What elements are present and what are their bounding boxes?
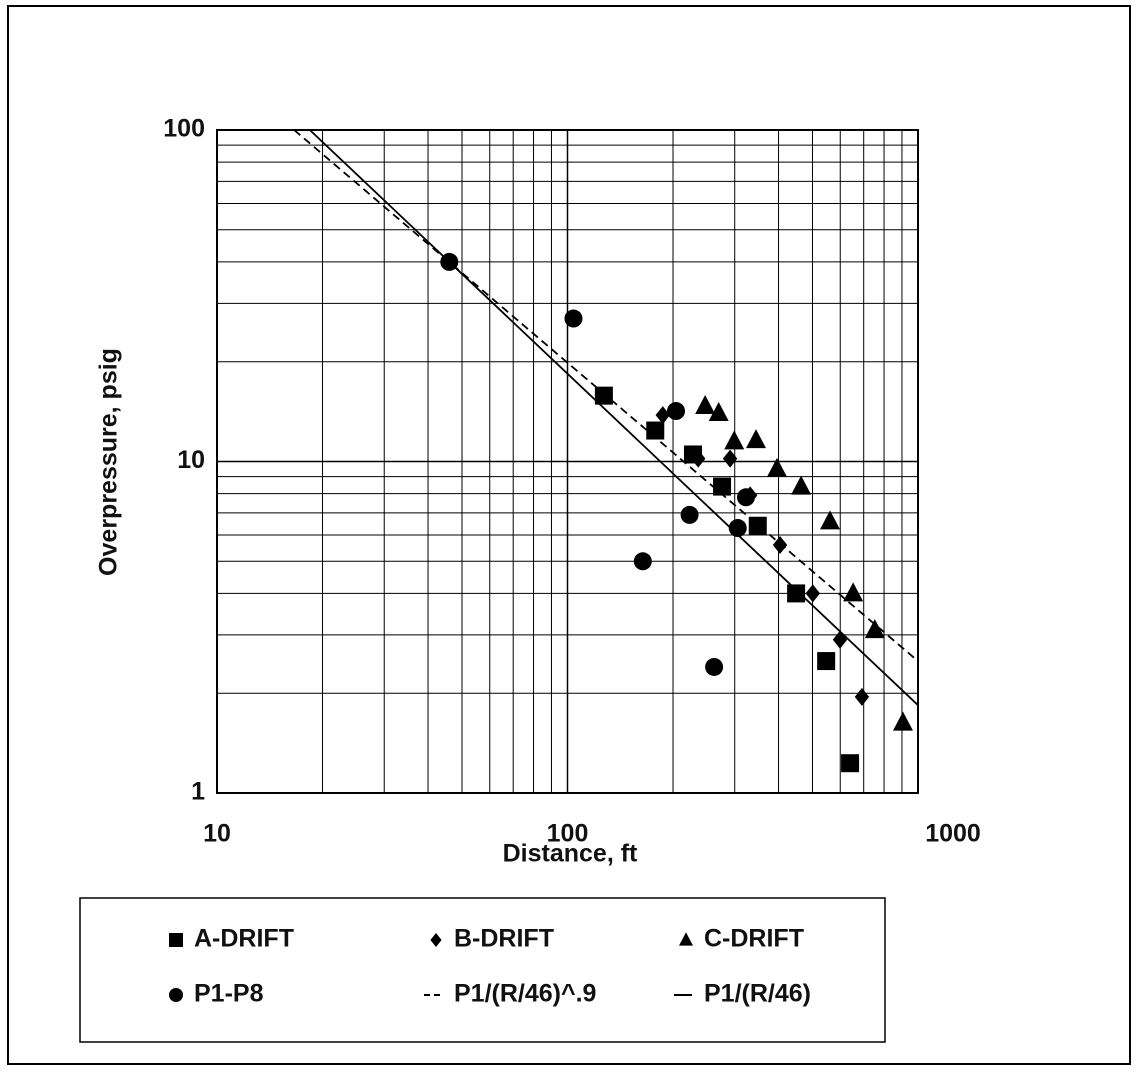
triangle-marker xyxy=(679,932,693,946)
triangle-marker xyxy=(695,395,716,415)
circle-marker xyxy=(680,505,699,524)
triangle-marker xyxy=(864,619,885,639)
fit-line xyxy=(293,129,919,662)
circle-marker xyxy=(169,988,183,1002)
diamond-marker xyxy=(691,449,706,468)
triangle-marker xyxy=(708,402,729,422)
square-marker xyxy=(646,421,665,440)
legend-label: P1/(R/46) xyxy=(704,980,811,1008)
triangle-marker xyxy=(820,510,841,530)
y-tick-label: 1 xyxy=(191,778,205,806)
diamond-marker xyxy=(722,449,738,468)
circle-marker xyxy=(667,402,686,421)
diamond-marker xyxy=(430,933,442,947)
triangle-marker xyxy=(791,475,812,495)
circle-marker xyxy=(736,488,755,507)
diamond-marker xyxy=(772,535,788,554)
y-tick-label: 10 xyxy=(177,446,205,474)
square-marker xyxy=(817,652,836,671)
diamond-marker xyxy=(655,406,670,425)
legend-label: C-DRIFT xyxy=(704,925,804,953)
x-tick-label: 100 xyxy=(547,820,589,848)
legend-label: P1/(R/46)^.9 xyxy=(454,980,596,1008)
triangle-marker xyxy=(892,711,913,731)
diamond-marker xyxy=(805,584,820,603)
triangle-marker xyxy=(843,582,864,602)
triangle-marker xyxy=(746,429,767,449)
triangle-marker xyxy=(766,457,787,477)
triangle-marker xyxy=(724,430,745,450)
circle-marker xyxy=(633,552,652,571)
square-marker xyxy=(713,477,732,496)
legend-box xyxy=(79,897,886,1043)
square-marker xyxy=(841,754,860,773)
legend-label: P1-P8 xyxy=(194,980,264,1008)
diamond-marker xyxy=(832,630,848,649)
y-axis-label: Overpressure, psig xyxy=(95,348,123,576)
legend-label: A-DRIFT xyxy=(194,925,294,953)
legend-label: B-DRIFT xyxy=(454,925,554,953)
plot-frame xyxy=(216,129,919,794)
fit-line xyxy=(309,129,919,706)
circle-marker xyxy=(564,309,583,328)
diamond-marker xyxy=(854,687,870,706)
square-marker xyxy=(169,933,183,947)
x-tick-label: 1000 xyxy=(925,820,981,848)
square-marker xyxy=(787,584,806,603)
circle-marker xyxy=(728,519,747,538)
frame xyxy=(7,5,1131,1065)
y-tick-label: 100 xyxy=(163,115,205,143)
x-tick-label: 10 xyxy=(203,820,231,848)
circle-marker xyxy=(705,657,724,676)
x-axis-label: Distance, ft xyxy=(503,840,638,868)
square-marker xyxy=(594,386,613,405)
